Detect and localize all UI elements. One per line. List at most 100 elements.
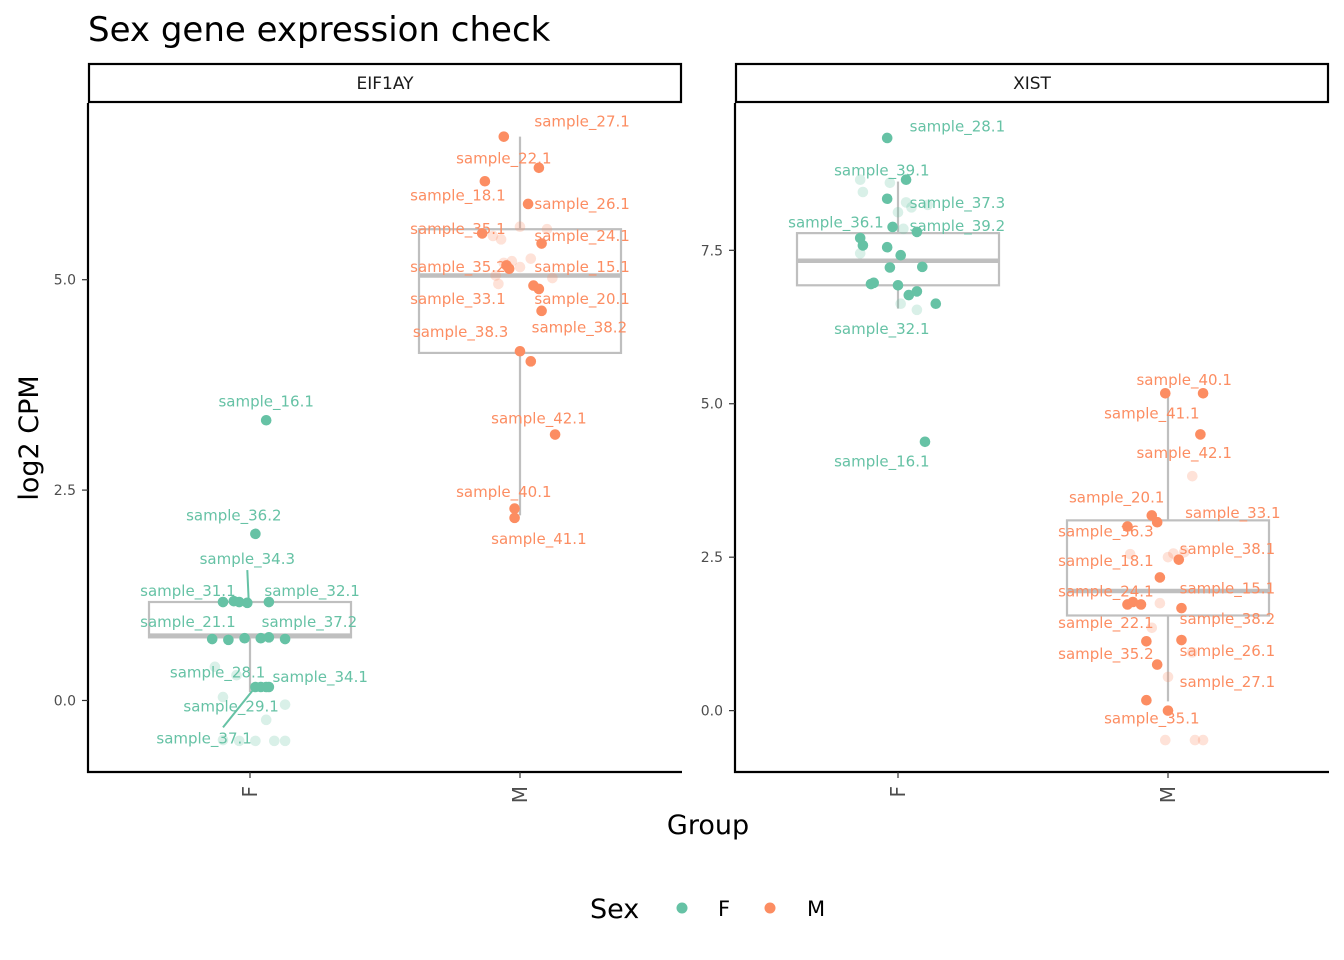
y-tick-label: 7.5 bbox=[701, 243, 723, 259]
data-point bbox=[514, 261, 526, 273]
data-point bbox=[919, 436, 931, 448]
data-point bbox=[854, 248, 866, 259]
data-point bbox=[498, 131, 510, 142]
data-point bbox=[503, 263, 515, 275]
data-point bbox=[522, 198, 534, 210]
data-point bbox=[1197, 734, 1209, 746]
x-axis-title: Group bbox=[667, 810, 749, 841]
data-point bbox=[239, 632, 250, 644]
legend-key-m bbox=[764, 902, 776, 914]
data-point bbox=[533, 283, 545, 295]
data-point bbox=[549, 429, 561, 440]
facet-strip-label: EIF1AY bbox=[356, 74, 414, 94]
point-label: sample_36.3 bbox=[1058, 522, 1153, 541]
data-point bbox=[514, 345, 526, 357]
point-label: sample_37.2 bbox=[262, 613, 357, 632]
point-label: sample_38.1 bbox=[1180, 540, 1275, 559]
data-point bbox=[217, 596, 229, 608]
data-point bbox=[269, 735, 280, 747]
data-point bbox=[242, 597, 253, 609]
data-point bbox=[209, 661, 221, 673]
point-label: sample_22.1 bbox=[1058, 614, 1153, 633]
point-label: sample_38.2 bbox=[532, 319, 627, 338]
point-label: sample_39.1 bbox=[834, 162, 929, 181]
data-point bbox=[223, 634, 234, 646]
data-point bbox=[1122, 521, 1133, 532]
point-label: sample_28.1 bbox=[170, 664, 265, 683]
data-point bbox=[930, 298, 942, 310]
point-label: sample_41.1 bbox=[1104, 405, 1199, 424]
data-point bbox=[228, 595, 240, 607]
y-axis-title: log2 CPM bbox=[14, 375, 45, 500]
point-label: sample_18.1 bbox=[410, 187, 505, 206]
point-label: sample_16.1 bbox=[218, 393, 313, 412]
point-label: sample_21.1 bbox=[140, 613, 235, 632]
point-label: sample_35.1 bbox=[410, 220, 505, 239]
data-point bbox=[279, 735, 291, 747]
data-point bbox=[1195, 429, 1206, 440]
point-label: sample_41.1 bbox=[491, 530, 586, 549]
point-label: sample_20.1 bbox=[1069, 489, 1164, 508]
data-point bbox=[1162, 705, 1174, 716]
data-point bbox=[884, 177, 896, 189]
point-label: sample_28.1 bbox=[910, 117, 1005, 136]
point-label: sample_40.1 bbox=[456, 483, 551, 502]
data-point bbox=[255, 632, 267, 644]
data-point bbox=[1154, 597, 1166, 609]
data-point bbox=[495, 234, 507, 245]
data-point bbox=[231, 669, 242, 681]
data-point bbox=[881, 241, 893, 253]
data-point bbox=[260, 414, 272, 426]
box-m bbox=[1065, 519, 1271, 617]
data-point bbox=[1151, 516, 1163, 528]
data-point bbox=[525, 253, 537, 264]
data-point bbox=[536, 305, 547, 317]
point-label: sample_29.1 bbox=[183, 697, 278, 716]
data-point bbox=[1151, 659, 1163, 670]
data-point bbox=[881, 193, 893, 205]
point-label: sample_18.1 bbox=[1058, 552, 1153, 571]
point-label: sample_26.1 bbox=[1180, 642, 1275, 661]
data-point bbox=[250, 735, 261, 747]
data-point bbox=[1160, 734, 1171, 746]
data-point bbox=[1146, 622, 1158, 634]
point-label: sample_39.2 bbox=[910, 217, 1005, 236]
legend-title: Sex bbox=[590, 894, 639, 925]
point-label: sample_22.1 bbox=[456, 150, 551, 169]
legend: Sex F M bbox=[590, 894, 825, 925]
data-point bbox=[922, 199, 933, 211]
data-point bbox=[854, 174, 866, 186]
data-point bbox=[881, 132, 893, 144]
data-point bbox=[479, 175, 491, 187]
data-point bbox=[887, 221, 898, 233]
data-point bbox=[1135, 599, 1147, 610]
point-label: sample_16.1 bbox=[834, 452, 929, 471]
data-point bbox=[1154, 572, 1166, 583]
point-label: sample_42.1 bbox=[1136, 444, 1231, 463]
data-point bbox=[1176, 634, 1187, 646]
point-label: sample_31.1 bbox=[140, 582, 235, 601]
facet-xist: XIST sample_28.1 sample_39.1 sample_37.3sam… bbox=[701, 62, 1330, 803]
point-label: sample_37.1 bbox=[156, 729, 251, 748]
data-point bbox=[903, 289, 915, 301]
data-point bbox=[892, 206, 904, 218]
data-point bbox=[1141, 635, 1152, 647]
point-label: sample_34.3 bbox=[200, 550, 295, 569]
data-point bbox=[900, 174, 912, 186]
data-point bbox=[1176, 602, 1187, 614]
data-point bbox=[865, 278, 877, 290]
point-label: sample_33.1 bbox=[410, 290, 505, 309]
point-label: sample_32.1 bbox=[834, 320, 929, 339]
point-label: sample_15.1 bbox=[534, 258, 629, 277]
y-tick-label: 5.0 bbox=[701, 397, 723, 413]
label-connector bbox=[246, 569, 250, 600]
point-label: sample_33.1 bbox=[1185, 504, 1280, 523]
data-point bbox=[857, 240, 869, 251]
data-point bbox=[1124, 548, 1136, 560]
point-label: sample_20.1 bbox=[534, 290, 629, 309]
point-label: sample_26.1 bbox=[534, 195, 629, 214]
data-point bbox=[884, 262, 896, 273]
data-point bbox=[911, 286, 923, 297]
data-point bbox=[1168, 548, 1179, 559]
legend-label-m: M bbox=[807, 897, 825, 921]
